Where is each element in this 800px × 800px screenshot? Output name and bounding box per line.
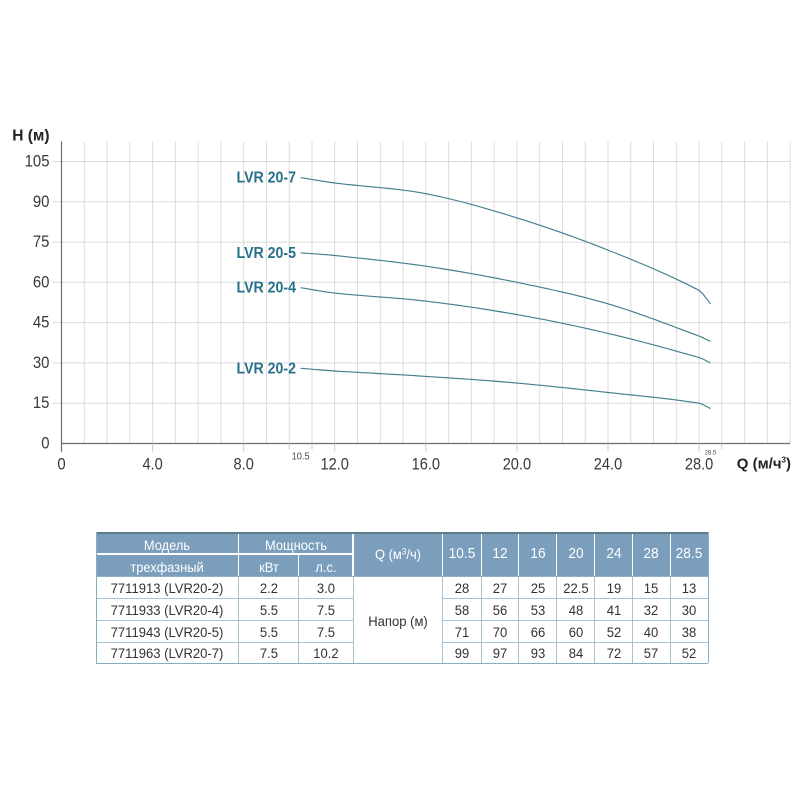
svg-text:90: 90 — [33, 192, 50, 211]
svg-text:10.5: 10.5 — [292, 452, 310, 463]
svg-text:12.0: 12.0 — [321, 455, 349, 474]
svg-text:105: 105 — [25, 152, 50, 171]
svg-text:75: 75 — [33, 232, 50, 251]
svg-text:4.0: 4.0 — [142, 455, 162, 474]
svg-text:24.0: 24.0 — [594, 455, 622, 474]
svg-text:LVR 20-7: LVR 20-7 — [237, 170, 297, 187]
svg-text:8.0: 8.0 — [234, 455, 254, 474]
svg-text:LVR 20-5: LVR 20-5 — [237, 245, 297, 262]
svg-text:45: 45 — [33, 313, 50, 332]
svg-text:Q (м/ч3): Q (м/ч3) — [737, 456, 791, 473]
svg-text:16.0: 16.0 — [412, 455, 440, 474]
svg-text:LVR 20-4: LVR 20-4 — [237, 280, 297, 297]
svg-text:28.5: 28.5 — [705, 451, 717, 457]
svg-text:H (м): H (м) — [12, 127, 49, 144]
svg-text:28.0: 28.0 — [685, 455, 713, 474]
svg-text:0: 0 — [57, 455, 65, 474]
svg-text:0: 0 — [41, 434, 49, 453]
svg-text:60: 60 — [33, 272, 50, 291]
svg-text:15: 15 — [33, 393, 50, 412]
svg-text:LVR 20-2: LVR 20-2 — [237, 360, 297, 377]
svg-text:30: 30 — [33, 353, 50, 372]
svg-text:20.0: 20.0 — [503, 455, 531, 474]
